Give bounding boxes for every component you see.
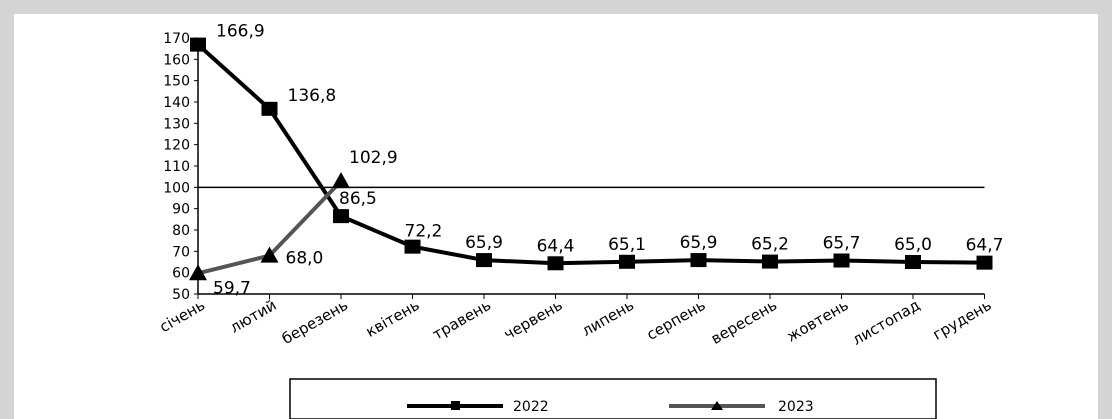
data-label-2022: 136,8 [288, 86, 337, 106]
data-label-2022: 65,1 [608, 235, 646, 255]
series-line-2022 [196, 43, 985, 266]
legend-item-2023: 2023 [669, 399, 814, 415]
x-category-label: червень [501, 296, 566, 344]
x-category-label: листопад [849, 296, 923, 349]
series-layer [189, 37, 993, 281]
y-tick-label: 120 [163, 138, 190, 154]
y-tick-label: 110 [163, 159, 190, 175]
y-tick-label: 80 [172, 223, 190, 239]
data-point-2022 [619, 254, 635, 269]
chart-frame: 50 60 70 80 90 100 110 120 130 140 150 160 170 січен… [14, 14, 1098, 419]
data-point-2023 [332, 172, 350, 189]
y-tick-label: 70 [172, 244, 190, 260]
data-label-2022: 64,7 [966, 236, 1004, 256]
data-label-2022: 65,9 [465, 233, 503, 253]
y-tick-label: 100 [163, 180, 190, 196]
x-category-label: грудень [930, 296, 995, 344]
data-label-2022: 65,9 [680, 233, 718, 253]
data-label-2022: 65,7 [823, 234, 861, 254]
y-tick-label: 90 [172, 202, 190, 218]
x-axis-categories: січень лютий березень квітень травень червень… [156, 294, 995, 349]
legend-label-2023: 2023 [778, 399, 814, 415]
data-label-2022: 72,2 [405, 222, 443, 242]
data-point-2022 [404, 239, 421, 254]
data-label-2022: 64,4 [537, 236, 575, 256]
data-label-2022: 65,0 [894, 235, 932, 255]
data-label-2023: 68,0 [286, 249, 324, 269]
data-point-2022 [762, 254, 778, 269]
data-label-2023: 102,9 [349, 148, 398, 168]
y-tick-label: 60 [172, 266, 190, 282]
data-label-2022: 65,2 [751, 235, 789, 255]
data-point-2023 [260, 246, 279, 263]
data-point-2022 [976, 255, 993, 270]
y-axis-ticks: 50 60 70 80 90 100 110 120 130 140 150 160 170 [163, 31, 198, 303]
data-label-2023: 59,7 [213, 278, 251, 298]
x-category-label: березень [279, 296, 351, 348]
x-category-label: квітень [363, 296, 423, 341]
legend: 2022 2023 [289, 378, 937, 419]
x-category-label: вересень [708, 296, 780, 348]
legend-marker-2023 [711, 401, 723, 410]
data-point-2022 [833, 253, 850, 268]
data-point-2022 [905, 255, 921, 269]
x-category-label: липень [579, 296, 637, 340]
x-category-label: жовтень [783, 296, 851, 346]
y-tick-label: 140 [163, 95, 190, 111]
data-point-2023 [189, 264, 207, 281]
x-category-label: серпень [643, 296, 708, 344]
y-tick-label: 130 [163, 116, 190, 132]
legend-item-2022: 2022 [407, 399, 549, 415]
y-tick-label: 170 [163, 31, 190, 47]
data-label-2022: 86,5 [339, 189, 377, 209]
data-point-2022 [690, 253, 707, 268]
y-tick-label: 50 [172, 287, 190, 303]
data-label-2022: 166,9 [216, 22, 265, 42]
legend-label-2022: 2022 [513, 399, 549, 415]
y-tick-label: 160 [163, 52, 190, 68]
legend-box [289, 378, 937, 419]
data-point-2022 [547, 256, 564, 271]
legend-marker-2022 [451, 401, 460, 410]
data-point-2022 [333, 209, 349, 224]
x-category-label: лютий [227, 296, 280, 337]
y-tick-label: 150 [163, 74, 190, 90]
x-category-label: травень [429, 296, 494, 344]
data-point-2022 [476, 253, 492, 268]
data-labels-layer: 166,9 136,8 86,5 72,2 65,9 64,4 65,1 65,9 65,2 65… [213, 22, 1003, 299]
data-point-2022 [261, 101, 278, 116]
data-point-2022 [190, 37, 206, 52]
